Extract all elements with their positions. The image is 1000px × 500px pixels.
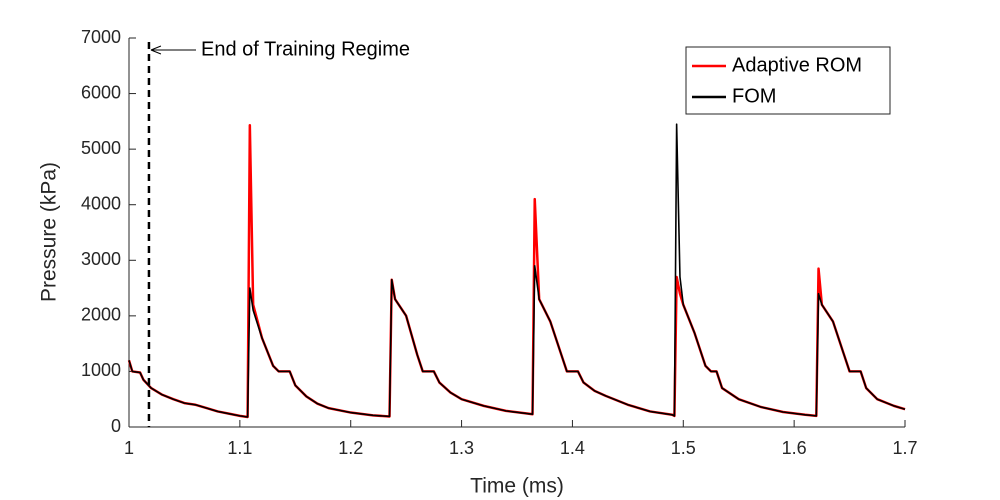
x-axis-label: Time (ms)	[470, 475, 564, 498]
x-tick-label: 1.1	[227, 438, 252, 458]
legend-label: Adaptive ROM	[732, 54, 862, 76]
x-tick-label: 1.4	[560, 438, 585, 458]
arrow-head	[150, 45, 162, 55]
annotation-text: End of Training Regime	[201, 38, 410, 60]
y-tick-label: 7000	[81, 27, 121, 47]
y-tick-label: 1000	[81, 360, 121, 380]
y-tick-label: 5000	[81, 138, 121, 158]
y-tick-label: 4000	[81, 193, 121, 213]
x-tick-label: 1.7	[892, 438, 917, 458]
y-tick-label: 6000	[81, 82, 121, 102]
y-tick-label: 0	[111, 416, 121, 436]
x-tick-label: 1	[124, 438, 134, 458]
y-tick-label: 2000	[81, 305, 121, 325]
x-tick-label: 1.5	[671, 438, 696, 458]
y-tick-label: 3000	[81, 249, 121, 269]
legend-label: FOM	[732, 85, 776, 107]
legend-box	[685, 46, 891, 115]
y-axis-label: Pressure (kPa)	[38, 162, 61, 302]
x-tick-label: 1.3	[449, 438, 474, 458]
x-tick-label: 1.6	[782, 438, 807, 458]
x-tick-label: 1.2	[338, 438, 363, 458]
line-series	[128, 123, 906, 418]
